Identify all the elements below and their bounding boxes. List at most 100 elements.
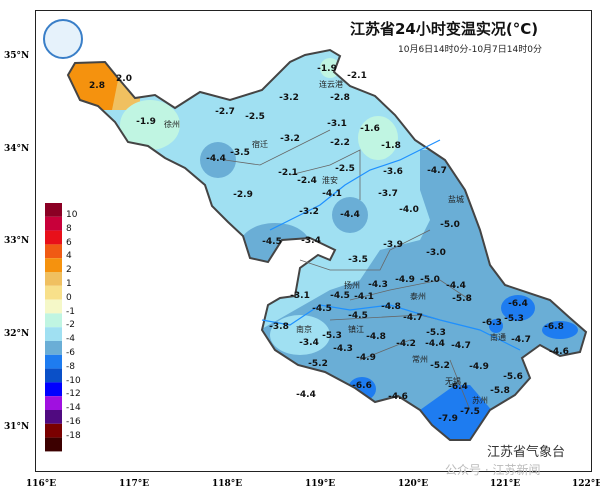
legend-swatch <box>45 299 62 314</box>
city-label: 无锡 <box>445 377 461 386</box>
zone-minus1-2 <box>120 100 180 150</box>
city-label: 泰州 <box>410 292 426 301</box>
temperature-value: -3.5 <box>230 148 250 158</box>
temperature-value: -2.2 <box>330 138 350 148</box>
temperature-value: -5.3 <box>504 314 524 324</box>
temperature-value: -4.3 <box>333 344 353 354</box>
temperature-value: -3.4 <box>301 236 321 246</box>
legend-swatch <box>45 258 62 272</box>
legend-label: -16 <box>66 417 81 427</box>
legend-label: -14 <box>66 403 81 414</box>
legend-swatch <box>45 272 62 286</box>
lon-tick: 122°E <box>572 479 600 489</box>
legend-swatch <box>45 382 62 397</box>
lat-tick: 32°N <box>4 329 30 339</box>
city-label: 盐城 <box>448 195 464 204</box>
temperature-value: -6.8 <box>544 322 564 332</box>
legend-swatch <box>45 410 62 424</box>
temperature-value: -4.5 <box>262 237 282 247</box>
temperature-value: -6.4 <box>508 299 528 309</box>
lat-tick: 35°N <box>4 51 30 61</box>
legend-label: 1 <box>66 279 72 289</box>
temperature-value: -4.7 <box>451 341 471 351</box>
legend-swatch <box>45 327 62 341</box>
map-title: 江苏省24小时变温实况(°C) <box>350 20 539 38</box>
temperature-value: -4.4 <box>425 339 445 349</box>
city-label: 徐州 <box>164 120 180 129</box>
temperature-value: -5.0 <box>440 220 460 230</box>
temperature-value: -4.7 <box>403 313 423 323</box>
temperature-value: -3.7 <box>378 189 398 199</box>
city-borders <box>224 129 481 411</box>
legend-label: 2 <box>66 265 72 276</box>
legend-label: 6 <box>66 237 72 248</box>
temperature-value: -2.5 <box>335 164 355 174</box>
city-label: 镇江 <box>348 325 364 334</box>
temperature-value: -3.8 <box>269 322 289 332</box>
temperature-value: -2.8 <box>330 93 350 103</box>
temperature-value: -4.5 <box>348 311 368 321</box>
temperature-value: -6.6 <box>352 381 372 391</box>
temperature-value: -4.1 <box>322 189 342 199</box>
temperature-value: -4.5 <box>312 304 332 314</box>
temperature-value: -5.3 <box>322 331 342 341</box>
lat-tick: 33°N <box>4 236 30 246</box>
temperature-value: -3.4 <box>299 338 319 348</box>
legend-label: -8 <box>66 361 75 372</box>
temperature-value: -3.5 <box>348 255 368 265</box>
temperature-value: -5.6 <box>503 372 523 382</box>
lon-tick: 118°E <box>212 479 243 489</box>
temperature-value: -2.4 <box>297 176 317 186</box>
temperature-value: -7.9 <box>438 414 458 424</box>
temperature-value: -6.4 <box>448 382 468 392</box>
temperature-value: -4.8 <box>366 332 386 342</box>
temperature-value: -1.9 <box>136 117 156 127</box>
temperature-value: -2.1 <box>278 168 298 178</box>
legend <box>45 203 62 452</box>
temperature-value: -5.3 <box>426 328 446 338</box>
legend-label: -18 <box>66 430 81 441</box>
temperature-value: -4.4 <box>206 154 226 164</box>
map-frame <box>35 10 592 472</box>
legend-label: -10 <box>66 375 81 386</box>
temperature-value: -4.3 <box>368 280 388 290</box>
temperature-value: 2.0 <box>116 74 132 84</box>
temperature-value: -2.5 <box>245 112 265 122</box>
lat-tick: 31°N <box>4 422 30 432</box>
temperature-value: -4.6 <box>549 347 569 357</box>
temperature-value: -1.9 <box>317 64 337 74</box>
zone-minus6-8 <box>542 321 578 339</box>
temperature-value: -3.2 <box>280 134 300 144</box>
map-subtitle: 10月6日14时0分-10月7日14时0分 <box>398 45 542 55</box>
lon-tick: 117°E <box>119 479 150 489</box>
logo-icon <box>43 19 83 59</box>
legend-swatch <box>45 423 62 438</box>
zone-minus6-8 <box>501 295 535 321</box>
legend-swatch <box>45 230 62 245</box>
legend-label: -1 <box>66 306 75 317</box>
lon-tick: 116°E <box>26 479 57 489</box>
temperature-value: -3.6 <box>383 167 403 177</box>
city-label: 常州 <box>412 355 428 364</box>
city-label: 南京 <box>296 325 312 334</box>
legend-label: -12 <box>66 389 81 400</box>
legend-swatch <box>45 396 62 410</box>
temperature-value: -5.8 <box>452 294 472 304</box>
lon-tick: 119°E <box>305 479 336 489</box>
temperature-value: -4.9 <box>395 275 415 285</box>
temperature-value: -4.5 <box>330 291 350 301</box>
legend-swatch <box>45 313 62 328</box>
legend-swatch <box>45 203 62 217</box>
city-label: 苏州 <box>472 396 488 405</box>
temperature-value: -4.9 <box>469 362 489 372</box>
lon-tick: 121°E <box>490 479 521 489</box>
legend-label: -6 <box>66 348 75 358</box>
temperature-value: -4.9 <box>356 353 376 363</box>
temperature-value: -3.2 <box>279 93 299 103</box>
temperature-value: -2.9 <box>233 190 253 200</box>
temperature-value: -6.3 <box>482 318 502 328</box>
legend-label: -2 <box>66 320 75 331</box>
legend-swatch <box>45 244 62 259</box>
